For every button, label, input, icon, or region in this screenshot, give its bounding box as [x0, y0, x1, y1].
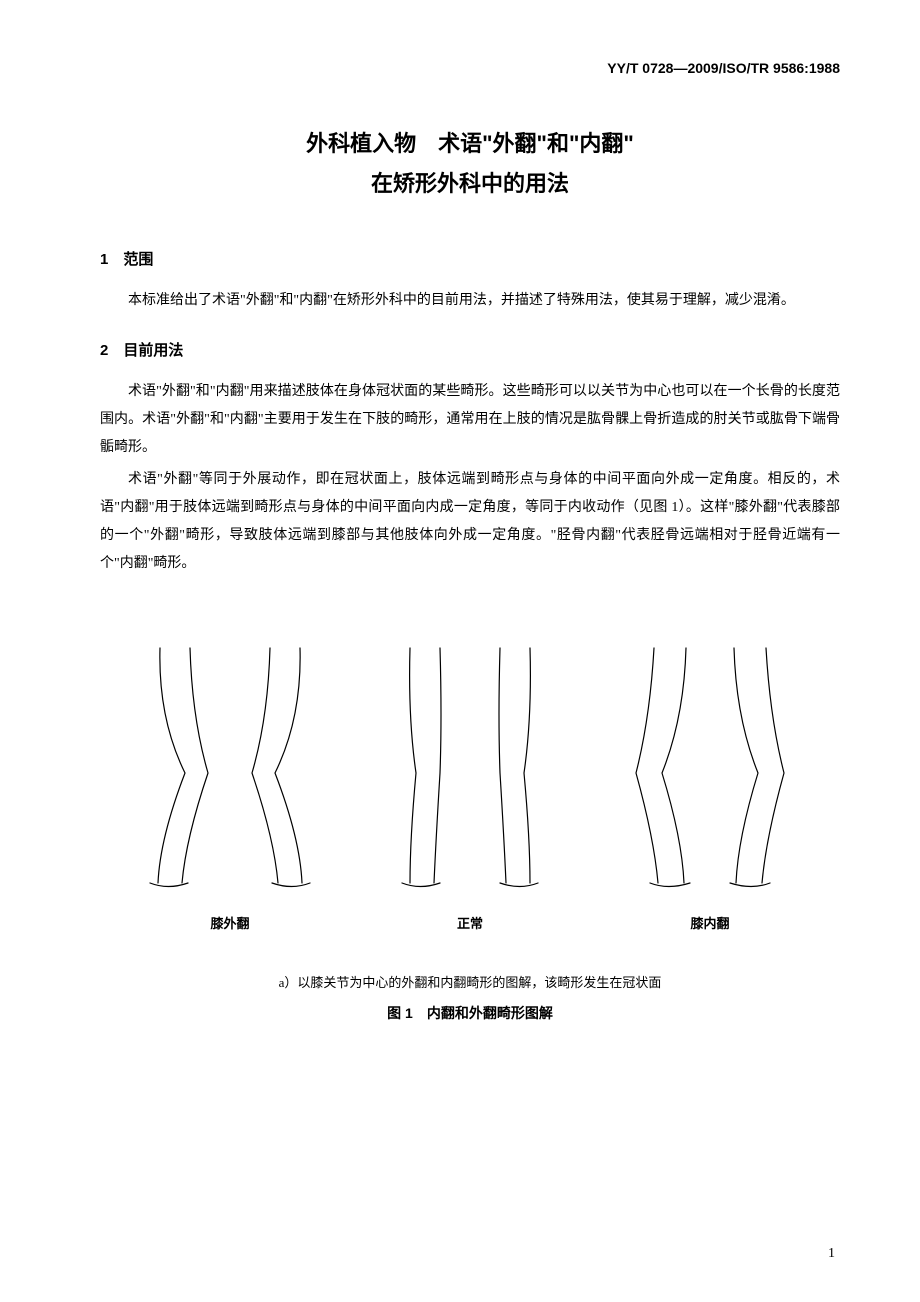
normal-left-foot — [402, 883, 440, 887]
figure-labels-row: 膝外翻 正常 膝内翻 — [110, 913, 830, 932]
varum-right-inner — [734, 648, 758, 883]
normal-right-inner — [499, 648, 506, 883]
leg-pair-varum — [610, 628, 810, 898]
valgum-right-outer — [275, 648, 302, 883]
normal-left-outer — [410, 648, 416, 883]
varum-right-outer — [762, 648, 784, 883]
varum-left-inner — [662, 648, 686, 883]
label-normal: 正常 — [370, 913, 570, 932]
section-1-para-1: 本标准给出了术语"外翻"和"内翻"在矫形外科中的目前用法，并描述了特殊用法，使其… — [100, 287, 840, 315]
page-number: 1 — [828, 1246, 835, 1262]
section-2-para-1: 术语"外翻"和"内翻"用来描述肢体在身体冠状面的某些畸形。这些畸形可以以关节为中… — [100, 378, 840, 462]
valgum-left-inner — [182, 648, 208, 883]
figure-caption-a: a）以膝关节为中心的外翻和内翻畸形的图解，该畸形发生在冠状面 — [110, 972, 830, 991]
normal-left-inner — [434, 648, 441, 883]
valgum-left-foot — [150, 883, 188, 887]
figure-title: 图 1 内翻和外翻畸形图解 — [110, 1003, 830, 1023]
valgum-right-inner — [252, 648, 278, 883]
document-title-main: 外科植入物 术语"外翻"和"内翻" — [100, 126, 840, 158]
label-valgum: 膝外翻 — [130, 913, 330, 932]
section-2-heading: 2 目前用法 — [100, 339, 840, 360]
legs-varum-icon — [610, 628, 810, 898]
varum-left-outer — [636, 648, 658, 883]
document-title-sub: 在矫形外科中的用法 — [100, 166, 840, 198]
label-varum: 膝内翻 — [610, 913, 810, 932]
normal-right-foot — [500, 883, 538, 887]
legs-valgum-icon — [130, 628, 330, 898]
normal-right-outer — [524, 648, 530, 883]
figure-legs-row — [110, 628, 830, 898]
section-2-para-2: 术语"外翻"等同于外展动作，即在冠状面上，肢体远端到畸形点与身体的中间平面向外成… — [100, 466, 840, 578]
valgum-right-foot — [272, 883, 310, 887]
leg-pair-valgum — [130, 628, 330, 898]
figure-1: 膝外翻 正常 膝内翻 a）以膝关节为中心的外翻和内翻畸形的图解，该畸形发生在冠状… — [100, 628, 840, 1023]
standard-code: YY/T 0728—2009/ISO/TR 9586:1988 — [100, 60, 840, 76]
section-1-heading: 1 范围 — [100, 248, 840, 269]
leg-pair-normal — [370, 628, 570, 898]
legs-normal-icon — [370, 628, 570, 898]
valgum-left-outer — [158, 648, 185, 883]
